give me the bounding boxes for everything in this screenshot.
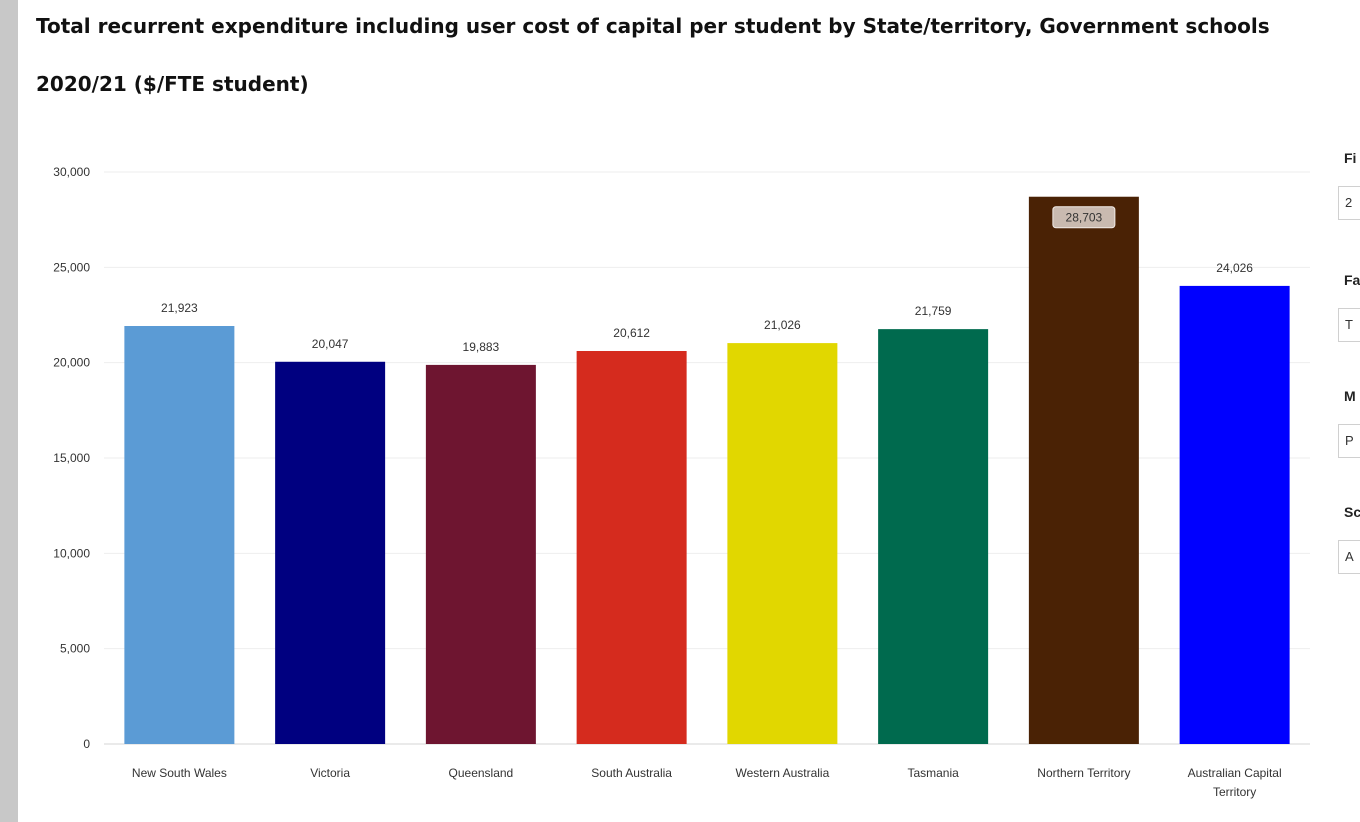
filter-label: Sc (1344, 504, 1360, 520)
filter-label: Fa (1344, 272, 1360, 288)
y-tick-label: 10,000 (53, 546, 90, 560)
x-tick-label: Northern Territory (1037, 766, 1130, 780)
y-tick-label: 15,000 (53, 451, 90, 465)
data-label: 21,923 (161, 301, 198, 315)
data-label-highlight (1052, 206, 1116, 229)
y-tick-label: 0 (83, 737, 90, 751)
x-tick-label: Tasmania (907, 766, 959, 780)
bar[interactable] (727, 343, 838, 744)
bar[interactable] (275, 361, 386, 744)
data-label: 28,703 (1066, 211, 1103, 225)
bar-chart: 0 5,000 10,000 15,000 20,000 25,000 30,000 21,… (53, 165, 1310, 799)
filter-label: Fi (1344, 150, 1357, 166)
bar[interactable] (576, 350, 687, 744)
filter-dropdown[interactable]: A (1338, 540, 1360, 574)
filter-label: M (1344, 388, 1356, 404)
report-canvas: Total recurrent expenditure including us… (18, 0, 1360, 822)
chart-subtitle: 2020/21 ($/FTE student) (36, 72, 309, 96)
bars (124, 196, 1290, 744)
data-label: 21,026 (764, 318, 801, 332)
chart-title: Total recurrent expenditure including us… (36, 14, 1270, 38)
data-label: 20,047 (312, 337, 349, 351)
x-tick-label: Western Australia (735, 766, 829, 780)
data-label: 19,883 (463, 340, 500, 354)
filter-dropdown[interactable]: P (1338, 424, 1360, 458)
x-tick-label: Queensland (449, 766, 514, 780)
y-tick-label: 5,000 (60, 642, 90, 656)
bar[interactable] (425, 364, 536, 744)
bar[interactable] (878, 329, 989, 744)
x-tick-label: South Australia (591, 766, 672, 780)
bar[interactable] (1028, 196, 1139, 744)
data-label: 21,759 (915, 304, 952, 318)
y-tick-label: 20,000 (53, 356, 90, 370)
x-tick-label: New South Wales (132, 766, 227, 780)
bar[interactable] (124, 326, 235, 744)
x-tick-label: Victoria (310, 766, 350, 780)
x-axis: New South Wales Victoria Queensland South A… (132, 766, 1282, 799)
data-label: 20,612 (613, 326, 650, 340)
y-tick-label: 30,000 (53, 165, 90, 179)
data-labels: 21,923 20,047 19,883 20,612 21,026 21,759 28,7… (161, 206, 1253, 354)
data-label: 24,026 (1216, 261, 1253, 275)
y-tick-label: 25,000 (53, 260, 90, 274)
y-axis: 0 5,000 10,000 15,000 20,000 25,000 30,000 (53, 165, 90, 751)
bar[interactable] (1179, 285, 1290, 744)
filter-dropdown[interactable]: T (1338, 308, 1360, 342)
filter-dropdown[interactable]: 2 (1338, 186, 1360, 220)
x-tick-label: Australian Capital Territory (1188, 766, 1282, 799)
